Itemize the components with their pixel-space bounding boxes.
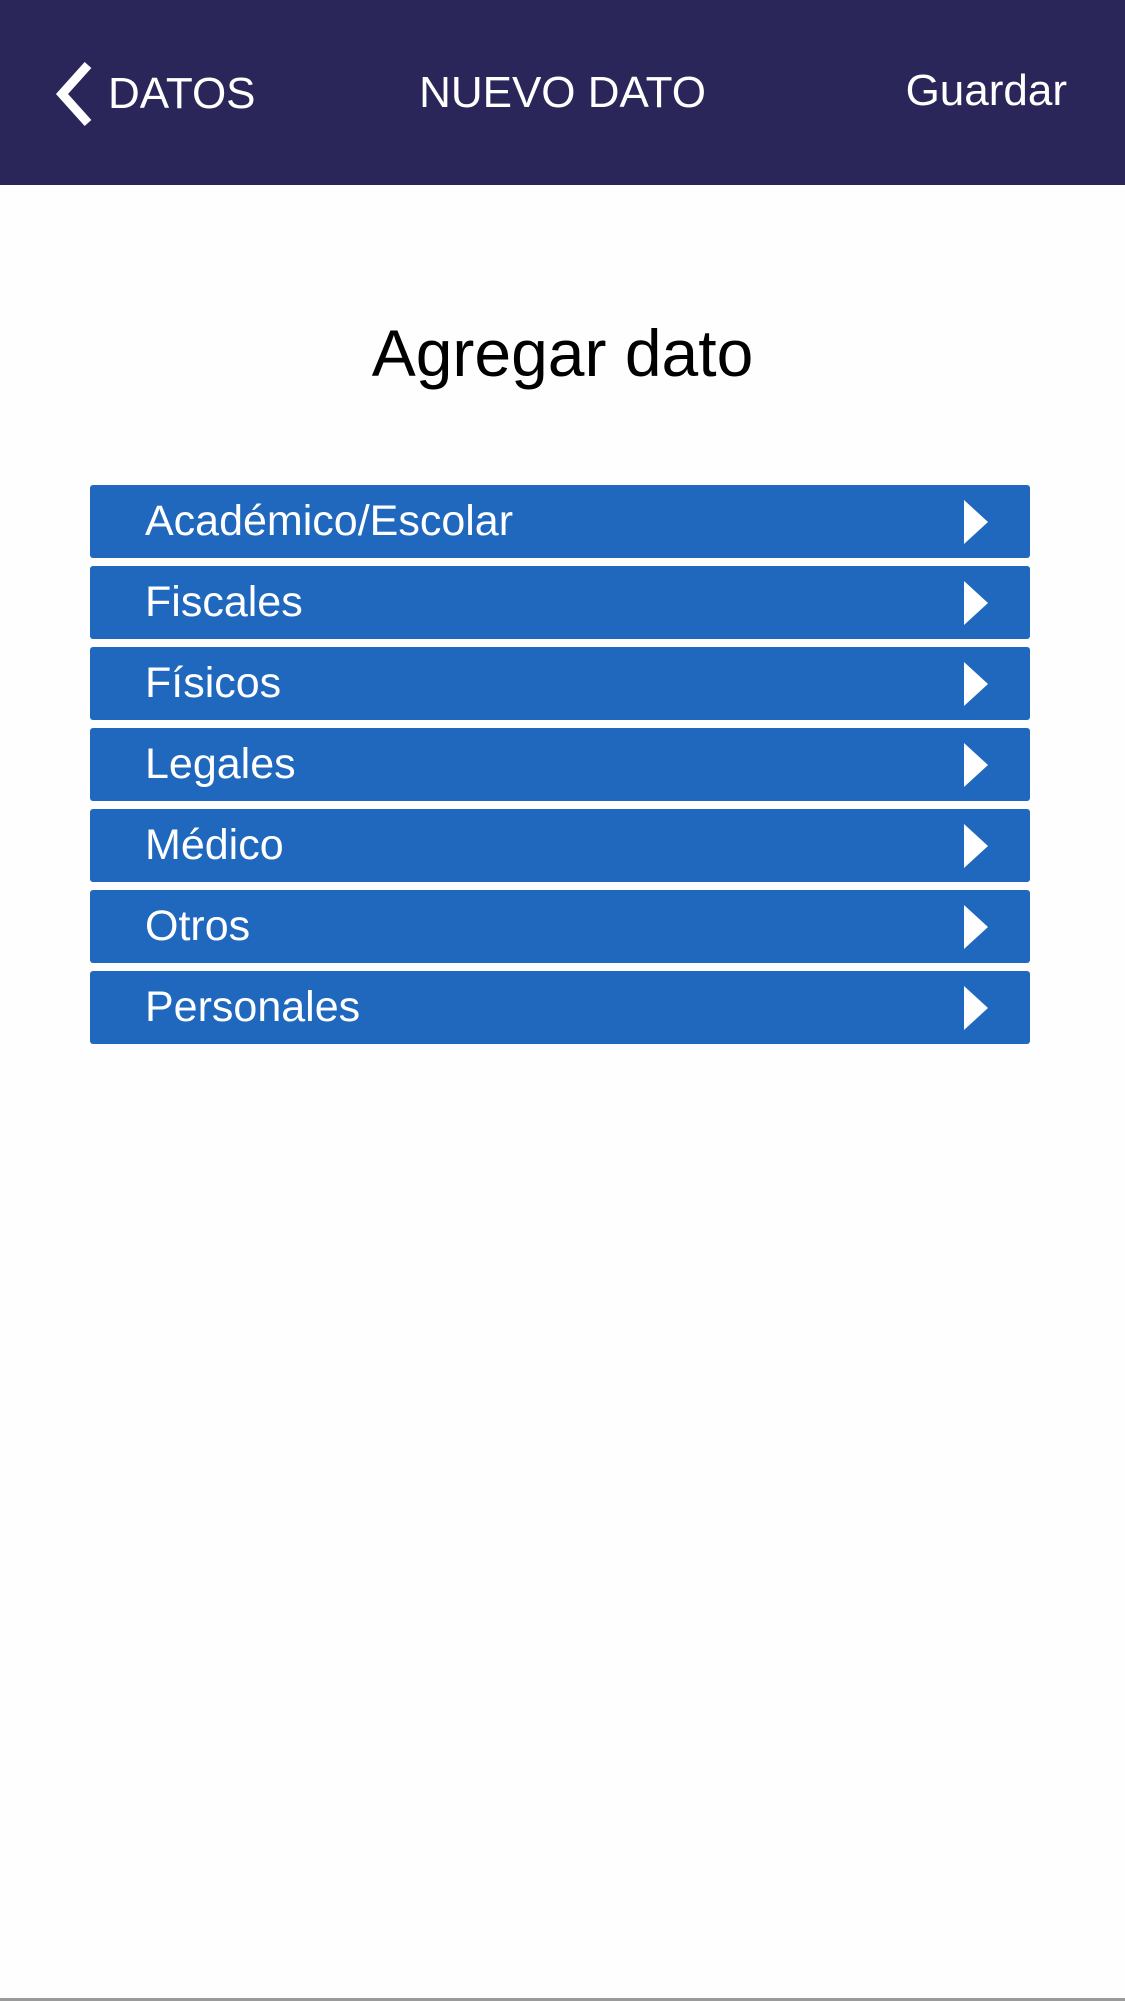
category-item-otros[interactable]: Otros bbox=[90, 890, 1030, 963]
nav-bar: DATOS NUEVO DATO Guardar bbox=[0, 0, 1125, 185]
category-item-legales[interactable]: Legales bbox=[90, 728, 1030, 801]
category-item-fiscales[interactable]: Fiscales bbox=[90, 566, 1030, 639]
category-list: Académico/Escolar Fiscales Físicos Legal… bbox=[90, 485, 1030, 1052]
chevron-right-icon bbox=[964, 581, 988, 625]
back-button[interactable]: DATOS bbox=[52, 60, 256, 128]
chevron-right-icon bbox=[964, 662, 988, 706]
category-item-medico[interactable]: Médico bbox=[90, 809, 1030, 882]
category-item-academico[interactable]: Académico/Escolar bbox=[90, 485, 1030, 558]
category-label: Académico/Escolar bbox=[145, 497, 514, 545]
category-label: Personales bbox=[145, 983, 361, 1031]
chevron-left-icon bbox=[55, 61, 92, 127]
chevron-right-icon bbox=[964, 500, 988, 544]
category-label: Fiscales bbox=[145, 578, 303, 626]
bottom-divider bbox=[0, 1998, 1125, 2001]
category-label: Legales bbox=[145, 740, 296, 788]
chevron-right-icon bbox=[964, 824, 988, 868]
category-label: Físicos bbox=[145, 659, 282, 707]
category-item-fisicos[interactable]: Físicos bbox=[90, 647, 1030, 720]
page-title: NUEVO DATO bbox=[419, 68, 706, 117]
category-label: Otros bbox=[145, 902, 251, 950]
chevron-right-icon bbox=[964, 986, 988, 1030]
chevron-right-icon bbox=[964, 743, 988, 787]
save-button[interactable]: Guardar bbox=[905, 66, 1067, 115]
category-label: Médico bbox=[145, 821, 284, 869]
category-item-personales[interactable]: Personales bbox=[90, 971, 1030, 1044]
section-heading: Agregar dato bbox=[371, 316, 754, 390]
back-label: DATOS bbox=[108, 69, 256, 118]
chevron-right-icon bbox=[964, 905, 988, 949]
